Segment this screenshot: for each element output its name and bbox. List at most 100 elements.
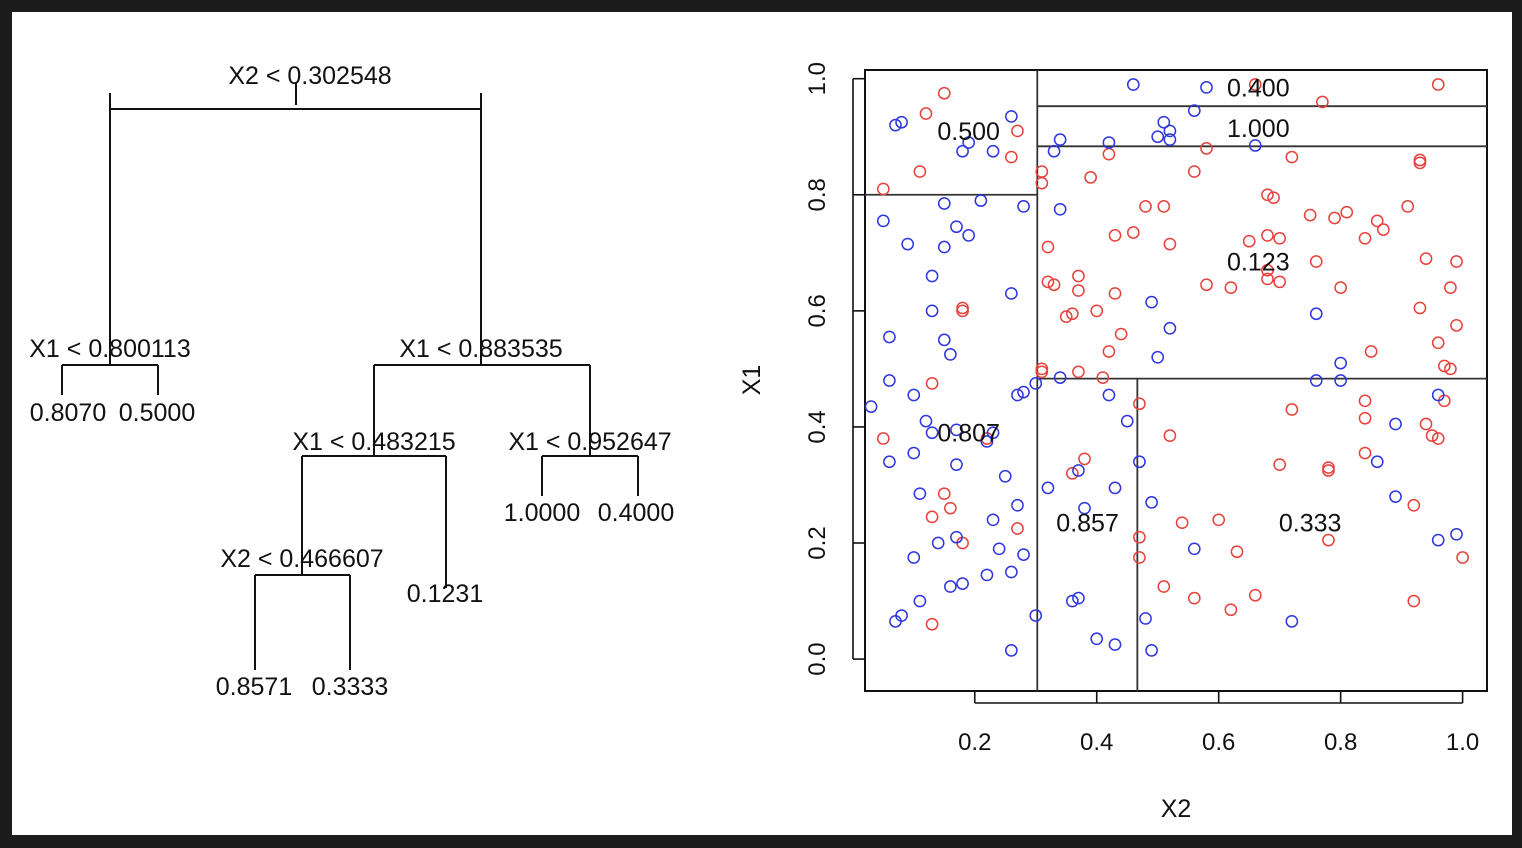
regression-tree: X2 < 0.302548 X1 < 0.800113 0.8070 0.5000 X1… bbox=[29, 62, 674, 701]
point-red bbox=[1273, 275, 1287, 289]
point-blue bbox=[907, 388, 921, 402]
point-blue bbox=[974, 194, 988, 207]
figure-panel: X2 < 0.302548 X1 < 0.800113 0.8070 0.5000 X1… bbox=[12, 12, 1512, 835]
point-red bbox=[1450, 319, 1463, 332]
figure-canvas: X2 < 0.302548 X1 < 0.800113 0.8070 0.5000 X1… bbox=[29, 62, 1488, 823]
point-blue bbox=[1017, 385, 1030, 399]
point-red bbox=[1437, 359, 1451, 373]
point-red bbox=[1273, 458, 1287, 472]
point-red bbox=[1108, 229, 1122, 242]
point-blue bbox=[1248, 139, 1262, 152]
point-red bbox=[1261, 188, 1274, 202]
point-blue bbox=[889, 615, 902, 628]
point-blue bbox=[1078, 501, 1091, 515]
x-axis: 0.2 0.4 0.6 0.8 1.0 bbox=[958, 691, 1479, 756]
point-blue bbox=[1431, 388, 1445, 402]
point-blue bbox=[1309, 307, 1323, 321]
point-blue bbox=[1309, 374, 1323, 387]
point-red bbox=[1065, 467, 1079, 480]
point-blue bbox=[986, 144, 1000, 158]
point-blue bbox=[925, 304, 939, 318]
point-red bbox=[1450, 255, 1463, 268]
point-red bbox=[1401, 200, 1415, 213]
point-blue bbox=[1120, 414, 1134, 428]
point-red bbox=[1187, 591, 1201, 605]
node-rr-split-label: X1 < 0.952647 bbox=[508, 428, 671, 456]
region-label: 0.333 bbox=[1279, 510, 1342, 538]
point-blue bbox=[1450, 527, 1463, 541]
point-red bbox=[1065, 307, 1079, 321]
region-labels: 0.500 0.807 0.400 1.000 0.123 0.857 0.333 bbox=[937, 74, 1341, 537]
point-red bbox=[1133, 551, 1146, 564]
point-blue bbox=[1072, 591, 1085, 605]
point-red bbox=[1413, 156, 1427, 170]
point-red bbox=[1096, 371, 1110, 384]
point-blue bbox=[1151, 350, 1165, 364]
point-red bbox=[1407, 498, 1421, 512]
series-blue bbox=[864, 78, 1463, 657]
point-red bbox=[1322, 533, 1335, 547]
point-blue bbox=[950, 423, 963, 437]
point-blue bbox=[956, 577, 969, 590]
point-red bbox=[1047, 278, 1061, 292]
point-blue bbox=[925, 269, 939, 283]
y-axis-title: X1 bbox=[738, 365, 766, 396]
leaf-rrl-value: 1.0000 bbox=[504, 499, 580, 527]
point-red bbox=[1139, 200, 1152, 213]
point-blue bbox=[1163, 321, 1177, 335]
point-red bbox=[1309, 255, 1323, 268]
point-red bbox=[1157, 200, 1171, 213]
point-red bbox=[1059, 310, 1073, 324]
point-red bbox=[1084, 171, 1097, 184]
point-blue bbox=[980, 568, 994, 582]
point-blue bbox=[1163, 124, 1177, 138]
point-red bbox=[1102, 345, 1116, 358]
leaf-rlr-value: 0.1231 bbox=[407, 580, 483, 608]
point-red bbox=[1358, 446, 1372, 460]
x-tick-label: 0.4 bbox=[1080, 729, 1113, 756]
point-blue bbox=[1163, 133, 1177, 146]
point-red bbox=[1133, 397, 1146, 411]
point-blue bbox=[895, 115, 908, 129]
point-red bbox=[1328, 211, 1341, 225]
point-red bbox=[1316, 95, 1329, 109]
point-blue bbox=[1139, 612, 1152, 625]
point-red bbox=[1285, 150, 1299, 164]
point-blue bbox=[1090, 632, 1104, 646]
point-red bbox=[1340, 205, 1354, 219]
point-red bbox=[1248, 588, 1262, 602]
point-red bbox=[1187, 165, 1201, 178]
point-red bbox=[876, 182, 890, 196]
point-blue bbox=[992, 542, 1006, 556]
point-red bbox=[1273, 231, 1287, 245]
point-red bbox=[913, 165, 927, 178]
y-tick-label: 0.4 bbox=[804, 410, 831, 443]
point-red bbox=[937, 86, 951, 100]
point-blue bbox=[1334, 374, 1347, 387]
point-blue bbox=[956, 144, 969, 158]
point-blue bbox=[1370, 455, 1384, 469]
region-label: 1.000 bbox=[1227, 115, 1290, 143]
point-red bbox=[1102, 147, 1116, 161]
point-blue bbox=[937, 197, 951, 210]
x-tick-label: 0.6 bbox=[1202, 729, 1235, 756]
point-blue bbox=[931, 536, 945, 550]
point-blue bbox=[1431, 533, 1445, 547]
leaf-lr-value: 0.5000 bbox=[119, 399, 195, 427]
point-red bbox=[1413, 301, 1427, 315]
point-blue bbox=[919, 414, 933, 428]
point-blue bbox=[950, 458, 963, 472]
leaf-rllr-value: 0.3333 bbox=[312, 673, 388, 701]
point-blue bbox=[1005, 644, 1018, 657]
point-blue bbox=[1108, 481, 1122, 495]
point-blue bbox=[1145, 644, 1158, 657]
point-blue bbox=[1389, 490, 1402, 503]
series-red bbox=[876, 78, 1469, 631]
point-red bbox=[1285, 403, 1299, 416]
point-blue bbox=[950, 220, 963, 234]
point-red bbox=[925, 510, 939, 524]
point-red bbox=[1358, 411, 1372, 425]
point-blue bbox=[883, 374, 896, 387]
point-red bbox=[1230, 545, 1244, 559]
x-tick-label: 1.0 bbox=[1446, 729, 1479, 756]
